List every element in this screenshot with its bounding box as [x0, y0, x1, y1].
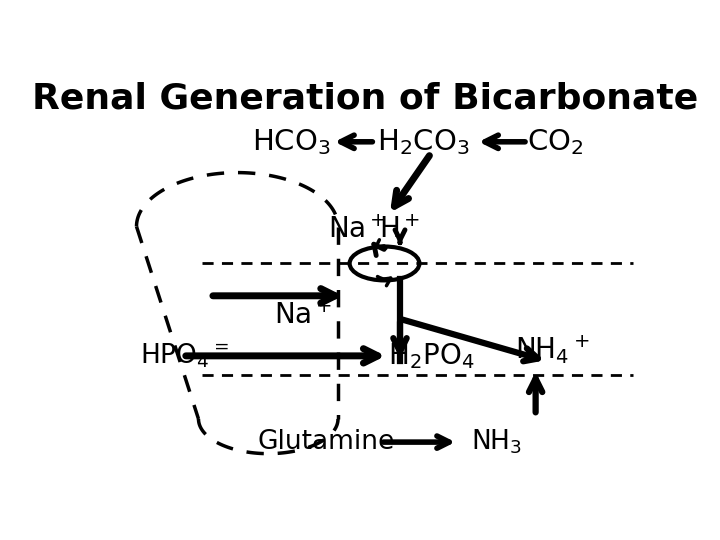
- Text: Renal Generation of Bicarbonate: Renal Generation of Bicarbonate: [32, 82, 698, 116]
- Text: Na$^+$: Na$^+$: [328, 217, 387, 244]
- Text: CO$_2$: CO$_2$: [527, 127, 583, 157]
- Text: HCO$_3$: HCO$_3$: [252, 127, 331, 157]
- Text: NH$_4$$^+$: NH$_4$$^+$: [516, 333, 590, 366]
- Text: H$_2$PO$_4$: H$_2$PO$_4$: [388, 341, 474, 371]
- Text: NH$_3$: NH$_3$: [472, 428, 523, 456]
- Text: Na$^+$: Na$^+$: [274, 302, 332, 330]
- Text: Glutamine: Glutamine: [258, 429, 395, 455]
- Text: HPO$_4$$^=$: HPO$_4$$^=$: [140, 342, 229, 370]
- Text: H$_2$CO$_3$: H$_2$CO$_3$: [377, 127, 469, 157]
- Text: H$^+$: H$^+$: [379, 217, 420, 244]
